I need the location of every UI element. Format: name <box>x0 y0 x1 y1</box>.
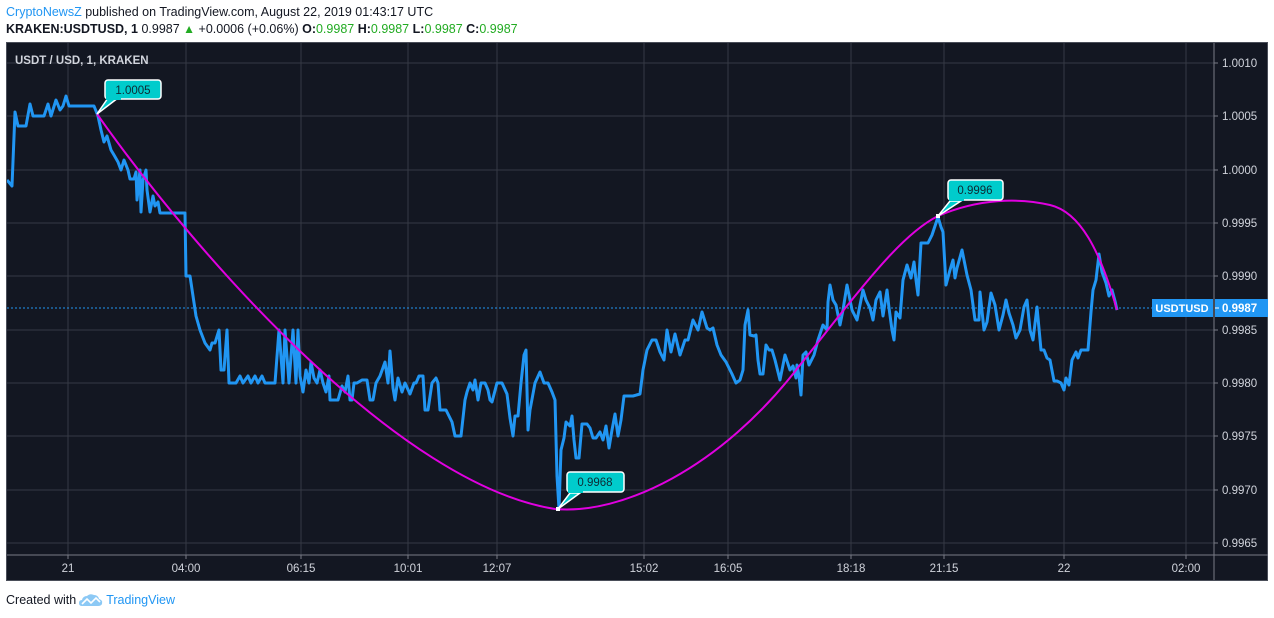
y-tick: 1.0010 <box>1222 58 1257 70</box>
x-tick: 02:00 <box>1172 563 1201 575</box>
close-value: 0.9987 <box>479 22 518 36</box>
close-label: C: <box>466 22 480 36</box>
callout-label: 0.9996 <box>957 185 992 197</box>
x-tick: 15:02 <box>630 563 659 575</box>
y-tick: 0.9980 <box>1222 378 1257 390</box>
footer: Created with TradingView <box>6 593 175 607</box>
chart-legend: USDT / USD, 1, KRAKEN <box>15 55 149 67</box>
callout-1-0005[interactable]: 1.0005 <box>96 79 162 115</box>
x-tick: 12:07 <box>483 563 512 575</box>
price-badge-value: 0.9987 <box>1222 303 1257 315</box>
callout-label: 1.0005 <box>115 85 150 97</box>
symbol-badge-label: USDTUSD <box>1155 303 1208 315</box>
publish-text: published on TradingView.com, August 22,… <box>81 5 434 19</box>
open-value: 0.9987 <box>315 22 355 36</box>
x-tick: 18:18 <box>837 563 866 575</box>
y-tick: 0.9965 <box>1222 538 1257 550</box>
grid-horizontal <box>7 62 1214 544</box>
open-label: O: <box>302 22 316 36</box>
triangle-up-icon: ▲ <box>183 22 196 36</box>
price-axis-ticks <box>1214 62 1218 544</box>
author-link[interactable]: CryptoNewsZ <box>6 5 82 19</box>
price-line <box>7 94 1119 511</box>
price-axis-labels[interactable]: 1.0010 1.0005 1.0000 0.9995 0.9990 0.998… <box>1222 58 1257 550</box>
current-price-badge: USDTUSD 0.9987 <box>1152 299 1268 317</box>
last-price: 0.9987 <box>141 22 180 36</box>
y-tick: 0.9985 <box>1222 325 1257 337</box>
chart-frame[interactable] <box>6 42 1268 581</box>
callout-0-9968[interactable]: 0.9968 <box>556 471 625 511</box>
publish-info: CryptoNewsZ published on TradingView.com… <box>6 5 433 19</box>
high-value: 0.9987 <box>370 22 410 36</box>
x-tick: 21:15 <box>930 563 959 575</box>
y-tick: 1.0005 <box>1222 111 1257 123</box>
x-tick: 04:00 <box>172 563 201 575</box>
grid-vertical <box>67 43 1187 555</box>
tradingview-link[interactable]: TradingView <box>106 593 175 607</box>
tradingview-cloud-icon[interactable] <box>79 593 103 607</box>
price-change: +0.0006 (+0.06%) <box>198 22 299 36</box>
low-value: 0.9987 <box>424 22 463 36</box>
y-tick: 0.9975 <box>1222 431 1257 443</box>
y-tick: 1.0000 <box>1222 165 1257 177</box>
time-axis-labels[interactable]: 21 04:00 06:15 10:01 12:07 15:02 16:05 1… <box>62 563 1201 575</box>
low-label: L: <box>412 22 425 36</box>
x-tick: 06:15 <box>287 563 316 575</box>
y-tick: 0.9990 <box>1222 271 1257 283</box>
trend-curve <box>96 113 1118 511</box>
symbol-name: KRAKEN:USDTUSD, 1 <box>6 22 138 36</box>
x-tick: 22 <box>1058 563 1071 575</box>
time-axis-ticks <box>67 555 1187 559</box>
x-tick: 10:01 <box>394 563 423 575</box>
callout-label: 0.9968 <box>577 477 612 489</box>
created-with-text: Created with <box>6 593 77 607</box>
callout-0-9996[interactable]: 0.9996 <box>936 179 1004 218</box>
y-tick: 0.9970 <box>1222 485 1257 497</box>
symbol-info: KRAKEN:USDTUSD, 1 0.9987 ▲ +0.0006 (+0.0… <box>6 22 518 36</box>
x-tick: 16:05 <box>714 563 743 575</box>
high-label: H: <box>357 22 371 36</box>
x-tick: 21 <box>62 563 75 575</box>
y-tick: 0.9995 <box>1222 218 1257 230</box>
